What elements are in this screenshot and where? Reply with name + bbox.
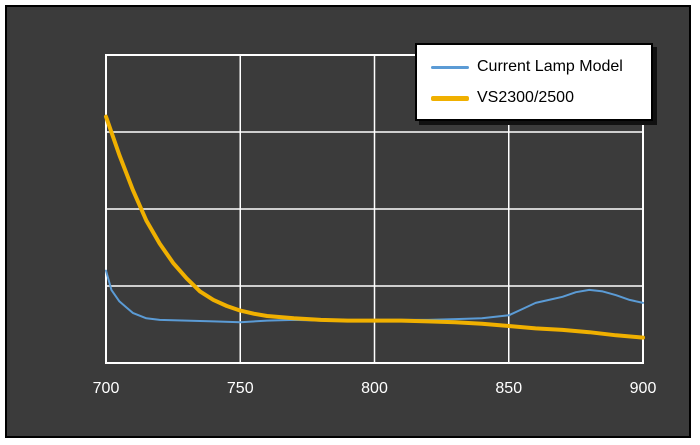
- legend-item-current-lamp: Current Lamp Model: [431, 55, 623, 79]
- legend-label: VS2300/2500: [477, 89, 574, 106]
- series-lines: [104, 114, 645, 340]
- x-tick-label: 750: [227, 380, 254, 397]
- legend-swatch-orange: [431, 95, 469, 101]
- x-tick-label: 700: [93, 380, 120, 397]
- legend-label: Current Lamp Model: [477, 58, 623, 75]
- x-tick-label: 900: [630, 380, 657, 397]
- x-tick-label: 800: [361, 380, 388, 397]
- x-tick-label: 850: [495, 380, 522, 397]
- series-line-1: [104, 114, 645, 340]
- legend-swatch-blue: [431, 65, 469, 69]
- legend: Current Lamp Model VS2300/2500: [415, 43, 653, 121]
- legend-item-vs2300: VS2300/2500: [431, 86, 574, 110]
- x-axis-ticks: 700 750 800 850 900: [93, 380, 657, 397]
